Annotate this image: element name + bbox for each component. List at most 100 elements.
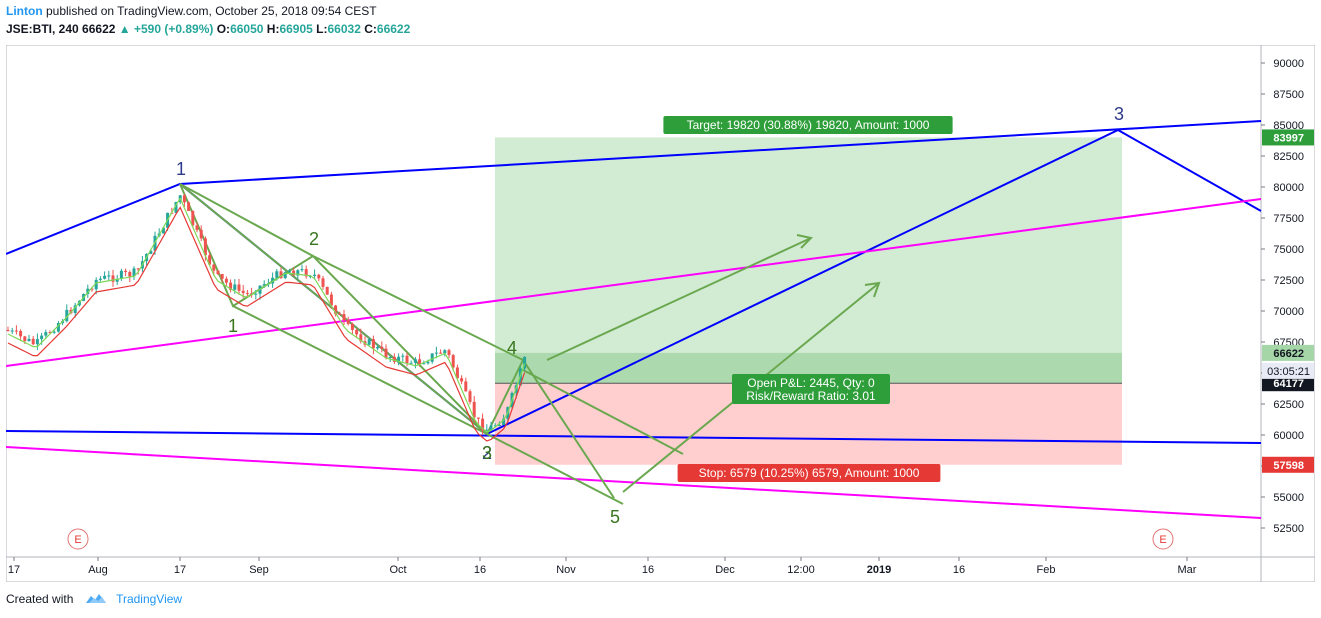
candle-body — [422, 363, 426, 365]
candle — [229, 279, 233, 293]
candle — [245, 289, 249, 298]
candle-body — [376, 346, 380, 349]
candle — [367, 337, 371, 346]
candle — [464, 377, 468, 392]
candle — [481, 413, 485, 435]
arrowhead-1 — [796, 234, 814, 249]
chart-area[interactable]: 1 2 3 1 2 3 4 5 Target: 19820 (30.88%) 19820, Am… — [5, 44, 1316, 583]
candle-body — [275, 271, 279, 278]
candle-body — [447, 350, 451, 356]
y-tick-label: 60000 — [1273, 430, 1304, 442]
candle-body — [371, 339, 375, 349]
tradingview-link[interactable]: TradingView — [116, 592, 183, 606]
candle — [199, 225, 203, 242]
price-label-bg — [1262, 375, 1314, 392]
y-tick-label: 70000 — [1273, 306, 1304, 318]
candle-body — [304, 269, 308, 277]
candle-body — [48, 332, 52, 334]
candle-body — [523, 356, 527, 369]
y-tick-label: 85000 — [1273, 120, 1304, 132]
candle-body — [426, 361, 430, 364]
candle — [271, 272, 275, 288]
y-tick-label: 55000 — [1273, 492, 1304, 504]
event-marker-icon — [67, 528, 89, 550]
candle — [115, 274, 119, 286]
candle-body — [329, 294, 333, 306]
candle-body — [455, 367, 459, 379]
candle — [451, 353, 455, 372]
created-with-text: Created with — [6, 592, 74, 606]
candle-body — [430, 353, 434, 362]
symbol[interactable]: JSE:BTI, 240 — [6, 22, 79, 36]
candle-body — [350, 323, 354, 330]
candle-body — [14, 330, 18, 332]
candle — [317, 273, 321, 282]
author-link[interactable]: Linton — [6, 4, 43, 18]
candle-body — [481, 418, 485, 431]
candle-body — [279, 271, 283, 279]
x-tick-label: Aug — [88, 564, 108, 576]
candle-body — [497, 424, 501, 426]
candle-body — [434, 352, 438, 354]
x-tick-label: Feb — [1037, 564, 1056, 576]
candle-body — [229, 282, 233, 290]
target-label: Target: 19820 (30.88%) 19820, Amount: 10… — [663, 116, 953, 134]
candle — [334, 304, 338, 317]
candle-body — [187, 202, 191, 211]
candle — [468, 389, 472, 405]
pnl-label-line1: Open P&L: 2445, Qty: 0 — [747, 376, 875, 390]
x-tick-label: Sep — [249, 564, 269, 576]
candle-body — [418, 359, 422, 364]
candle — [443, 349, 447, 357]
candle-body — [392, 356, 396, 362]
candle-body — [40, 335, 44, 340]
candle-body — [485, 429, 489, 431]
candle — [313, 269, 317, 280]
price-label-bg — [1262, 456, 1314, 473]
publish-line: Linton published on TradingView.com, Oct… — [6, 3, 410, 19]
candle-body — [94, 279, 98, 290]
candle-body — [300, 269, 304, 271]
candle — [392, 353, 396, 364]
candle-body — [115, 278, 119, 282]
candle-body — [254, 293, 258, 295]
candle-body — [245, 292, 249, 294]
candle-body — [342, 314, 346, 320]
candle — [409, 360, 413, 364]
candle-body — [472, 401, 476, 418]
y-tick-label: 90000 — [1273, 58, 1304, 70]
candle — [342, 309, 346, 326]
candle — [19, 329, 23, 342]
candle-body — [56, 323, 60, 332]
candle — [73, 302, 77, 318]
candle — [355, 328, 359, 339]
candle — [174, 201, 178, 215]
moving-average-red — [7, 206, 526, 442]
green-channel-upper — [179, 183, 524, 361]
candle — [287, 268, 291, 273]
candle-body — [216, 270, 220, 275]
candle-body — [86, 288, 90, 294]
close-label: C: — [364, 22, 377, 36]
wave-label-green-2: 2 — [309, 229, 319, 249]
candle-body — [476, 417, 480, 419]
price-label: 66622 — [1273, 348, 1304, 360]
candle — [191, 210, 195, 228]
candle — [31, 335, 35, 346]
candle — [455, 364, 459, 379]
pnl-label-bg — [732, 374, 890, 404]
candle-body — [346, 319, 350, 324]
candle — [220, 273, 224, 283]
candle — [98, 276, 102, 282]
candle-body — [493, 425, 497, 427]
candle — [434, 346, 438, 359]
candle-body — [308, 276, 312, 278]
candle-body — [325, 286, 329, 295]
candle — [485, 424, 489, 431]
y-tick-label: 82500 — [1273, 151, 1304, 163]
candle-body — [439, 352, 443, 354]
candle — [187, 201, 191, 211]
blue-lower-trendline — [5, 430, 1262, 444]
candle-body — [44, 332, 48, 336]
